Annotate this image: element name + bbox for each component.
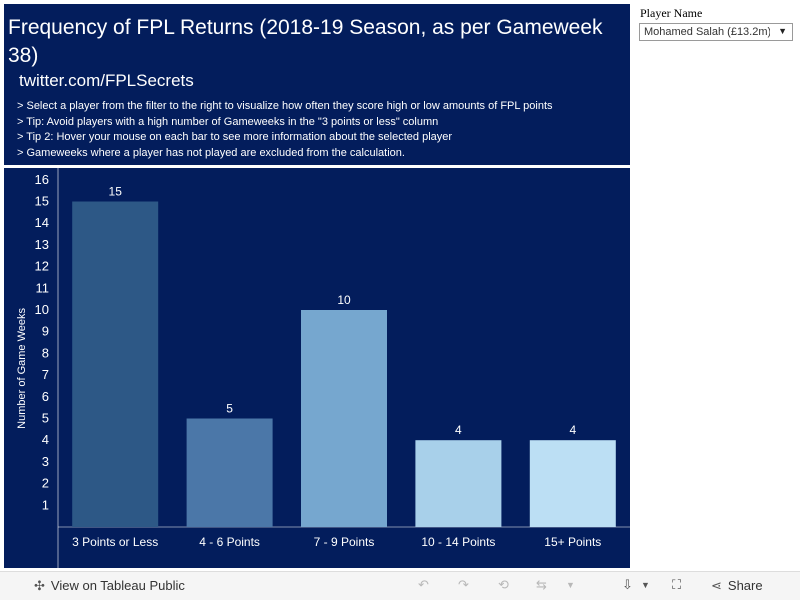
y-tick-label: 8 xyxy=(42,345,49,360)
view-on-tableau-link[interactable]: ✣ View on Tableau Public xyxy=(34,578,185,594)
y-tick-label: 11 xyxy=(36,280,50,295)
undo-icon[interactable]: ↶ xyxy=(418,577,429,592)
chart-panel: 1 2 3 4 5 6 7 8 9 10 11 12 13 14 15 16 Number of Game We… xyxy=(4,168,630,568)
bar xyxy=(72,201,159,527)
tableau-logo-icon: ✣ xyxy=(34,578,45,593)
twitter-handle: twitter.com/FPLSecrets xyxy=(19,71,194,90)
y-tick-label: 16 xyxy=(35,172,49,187)
caret-down-icon: ▼ xyxy=(778,26,787,36)
share-label: Share xyxy=(727,578,763,593)
x-tick-label: 3 Points or Less xyxy=(72,535,158,549)
view-on-tableau-label: View on Tableau Public xyxy=(50,578,185,593)
tip-line: > Tip: Avoid players with a high number … xyxy=(17,115,439,128)
y-tick-label: 14 xyxy=(35,215,49,230)
y-tick-label: 7 xyxy=(42,367,49,382)
refresh-icon[interactable]: ⇆ xyxy=(536,577,547,592)
page-title: Frequency of FPL Returns (2018-19 Season… xyxy=(8,16,603,67)
data-label: 4 xyxy=(569,423,576,437)
redo-icon[interactable]: ↷ xyxy=(458,577,469,592)
bar xyxy=(186,418,273,527)
download-chevron-icon[interactable]: ▼ xyxy=(641,580,650,590)
y-tick-label: 13 xyxy=(35,237,49,252)
y-axis-title: Number of Game Weeks xyxy=(16,307,28,428)
tip-line: > Tip 2: Hover your mouse on each bar to… xyxy=(17,131,453,143)
y-tick-label: 6 xyxy=(42,389,49,404)
y-tick-label: 9 xyxy=(42,324,49,339)
x-tick-label: 10 - 14 Points xyxy=(421,535,495,549)
data-label: 15 xyxy=(109,185,123,199)
y-tick-label: 15 xyxy=(35,194,49,209)
dashboard-header: Frequency of FPL Returns (2018-19 Season… xyxy=(4,4,630,165)
x-tick-label: 4 - 6 Points xyxy=(199,535,260,549)
data-label: 10 xyxy=(337,293,351,307)
tip-line: > Gameweeks where a player has not playe… xyxy=(17,146,405,159)
bar xyxy=(301,310,387,527)
y-tick-label: 12 xyxy=(35,259,49,274)
x-tick-label: 15+ Points xyxy=(544,535,601,549)
y-tick-label: 4 xyxy=(42,432,49,447)
download-icon[interactable]: ⇩ xyxy=(622,577,633,592)
player-name-dropdown[interactable]: Mohamed Salah (£13.2m) ▼ xyxy=(639,23,793,41)
tip-line: > Select a player from the filter to the… xyxy=(17,100,553,112)
x-tick-label: 7 - 9 Points xyxy=(314,535,375,549)
selected-player: Mohamed Salah (£13.2m) xyxy=(644,26,770,38)
bar xyxy=(529,440,616,527)
y-tick-label: 3 xyxy=(42,454,49,469)
fullscreen-icon[interactable]: ⛶ xyxy=(672,577,682,592)
y-tick-label: 1 xyxy=(42,497,49,512)
bar xyxy=(415,440,502,527)
y-tick-label: 2 xyxy=(42,476,49,491)
filter-label: Player Name xyxy=(640,6,703,20)
y-tick-label: 5 xyxy=(42,411,49,426)
data-label: 4 xyxy=(455,423,462,437)
share-button[interactable]: ⋖ Share xyxy=(711,578,763,594)
data-label: 5 xyxy=(226,402,233,416)
refresh-menu-chevron-icon[interactable]: ▼ xyxy=(566,580,575,590)
share-icon: ⋖ xyxy=(711,578,722,593)
y-tick-label: 10 xyxy=(35,302,49,317)
tableau-toolbar: ✣ View on Tableau Public ↶ ↷ ⟲ ⇆ ▼ ⇩ ▼ ⛶ … xyxy=(0,571,800,600)
tips-list: > Select a player from the filter to the… xyxy=(17,99,553,161)
revert-icon[interactable]: ⟲ xyxy=(498,577,509,592)
